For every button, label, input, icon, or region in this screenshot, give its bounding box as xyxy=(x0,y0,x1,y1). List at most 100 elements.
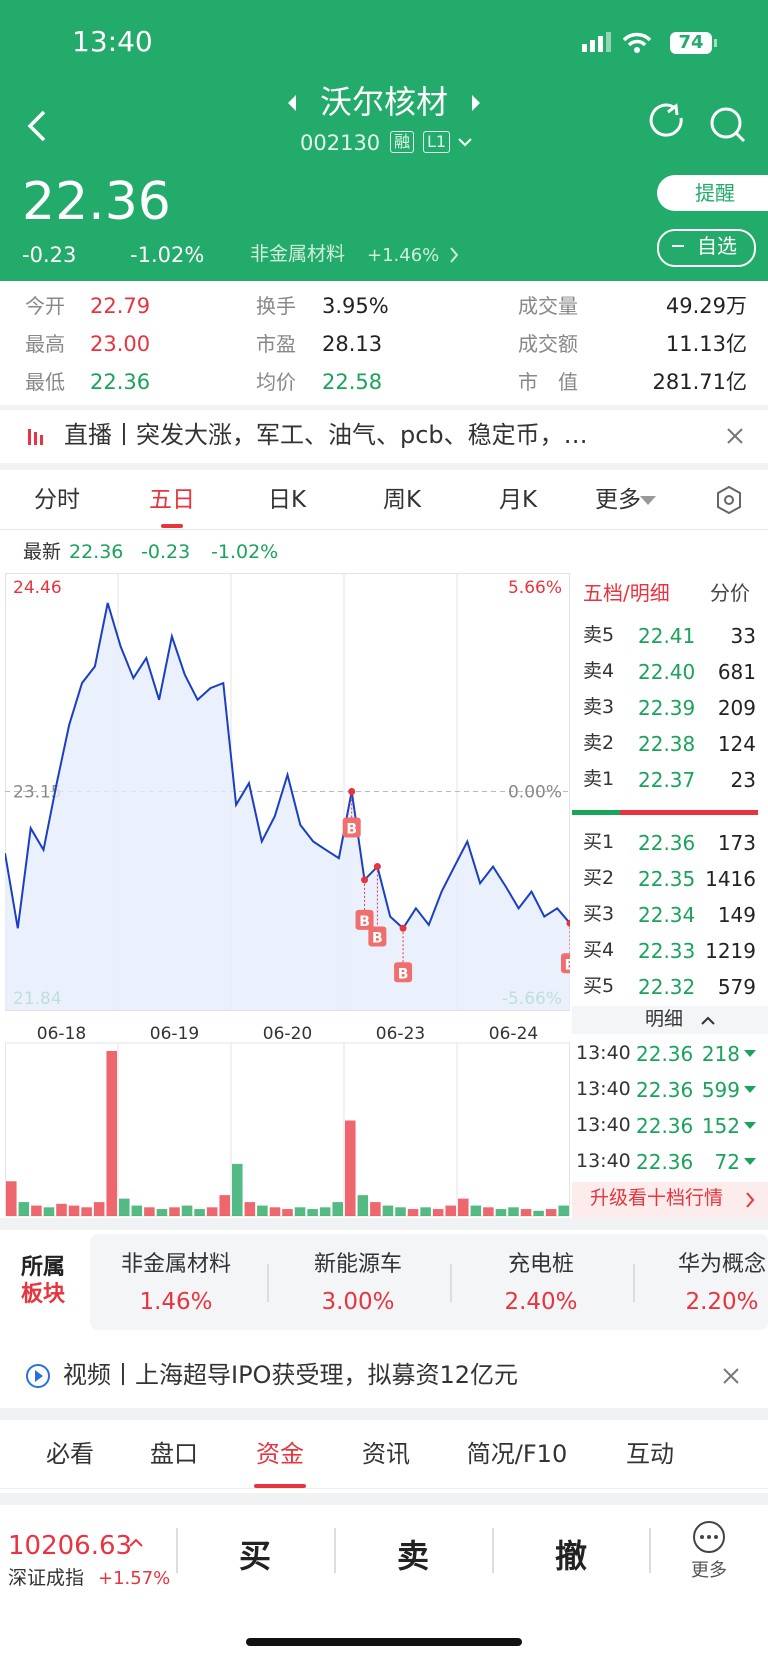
period-tab[interactable]: 月K xyxy=(498,487,538,513)
stat-value: 23.00 xyxy=(90,332,151,356)
trade-dot xyxy=(566,919,570,927)
level-label: 卖4 xyxy=(583,660,615,682)
sector-change[interactable]: 2.20% xyxy=(685,1289,759,1315)
trade-button[interactable]: 撤 xyxy=(554,1537,587,1575)
sector-change[interactable]: 2.40% xyxy=(504,1289,578,1315)
y-tick-label: 23.15 xyxy=(13,783,62,803)
trade-button[interactable]: 买 xyxy=(238,1537,271,1575)
stock-title: 沃尔核材 xyxy=(319,83,448,121)
volume-bar xyxy=(257,1205,268,1216)
trade-volume: 72 xyxy=(714,1150,740,1174)
header-bg xyxy=(0,0,768,281)
alert-label[interactable]: 提醒 xyxy=(695,181,735,205)
level-price: 22.40 xyxy=(638,660,696,684)
volume-bar xyxy=(31,1205,42,1216)
period-tab[interactable]: 日K xyxy=(267,487,307,513)
level-volume: 1219 xyxy=(705,939,756,963)
detail-tab[interactable]: 互动 xyxy=(626,1440,674,1468)
x-tick-label: 06-23 xyxy=(376,1024,425,1044)
volume-bar xyxy=(357,1195,369,1216)
trade-time: 13:40 xyxy=(576,1042,631,1064)
price-chart: 06-1806-1906-2006-2306-2421.84-5.66%23.1… xyxy=(5,573,570,1217)
sector-change[interactable]: 1.46% xyxy=(139,1289,213,1315)
orderbook-tab[interactable]: 分价 xyxy=(710,581,750,605)
index-change: +1.57% xyxy=(98,1568,171,1589)
upgrade-link[interactable]: 升级看十档行情 xyxy=(590,1187,724,1209)
volume-bar xyxy=(458,1198,469,1216)
volume-bar xyxy=(533,1210,544,1216)
period-tab[interactable]: 更多 xyxy=(595,487,641,513)
volume-bar xyxy=(93,1202,105,1216)
sector-name[interactable]: 非金属材料 xyxy=(120,1252,231,1277)
lower-decor xyxy=(0,1218,768,1646)
stat-label: 均价 xyxy=(256,370,296,394)
watch-label[interactable]: 自选 xyxy=(697,234,737,258)
more-button[interactable]: 更多 xyxy=(691,1560,727,1581)
stat-value: 281.71亿 xyxy=(652,370,747,394)
level-price: 22.39 xyxy=(638,696,696,720)
sector-change[interactable]: 3.00% xyxy=(321,1289,395,1315)
header-icons xyxy=(27,32,746,263)
period-tab[interactable]: 分时 xyxy=(34,487,80,513)
detail-label[interactable]: 明细 xyxy=(645,1008,684,1030)
volume-bar xyxy=(370,1202,381,1216)
volume-bar xyxy=(545,1209,557,1216)
trade-volume: 599 xyxy=(701,1078,740,1102)
level-price: 22.34 xyxy=(638,903,696,927)
level-price: 22.41 xyxy=(638,624,696,648)
latest-pct: -1.02% xyxy=(211,541,279,563)
latest-label: 最新 xyxy=(23,541,62,563)
x-tick-label: 06-18 xyxy=(37,1024,86,1044)
sector-name[interactable]: 新能源车 xyxy=(313,1252,402,1277)
volume-bar xyxy=(319,1207,331,1216)
volume-bar xyxy=(206,1207,218,1216)
period-tab[interactable]: 五日 xyxy=(149,487,195,513)
alert-button[interactable] xyxy=(657,175,768,211)
volume-bar xyxy=(445,1205,456,1216)
latest-price: 22.36 xyxy=(69,541,124,563)
level-volume: 124 xyxy=(717,732,756,756)
sector-name: 非金属材料 xyxy=(250,243,346,265)
trade-volume: 218 xyxy=(701,1042,740,1066)
stat-label: 市 值 xyxy=(518,370,578,394)
marker-box xyxy=(561,953,570,974)
volume-bar xyxy=(81,1207,92,1216)
level-volume: 33 xyxy=(730,624,756,648)
marker-box xyxy=(342,817,361,838)
watch-button[interactable] xyxy=(657,229,756,267)
volume-bar xyxy=(244,1202,256,1216)
detail-tab[interactable]: 必看 xyxy=(46,1440,94,1468)
sector-name[interactable]: 充电桩 xyxy=(507,1252,574,1277)
volume-bar xyxy=(56,1203,67,1216)
level-label: 卖2 xyxy=(583,732,615,754)
volume-bar xyxy=(269,1207,281,1216)
level-volume: 23 xyxy=(730,768,756,792)
news-ticker[interactable]: 直播丨突发大涨，军工、油气、pcb、稳定币，… xyxy=(64,421,588,449)
volume-bar xyxy=(169,1207,180,1216)
status-time: 13:40 xyxy=(72,25,153,58)
period-tab[interactable]: 周K xyxy=(382,487,422,513)
trade-button[interactable]: 卖 xyxy=(396,1537,429,1575)
detail-tab[interactable]: 资讯 xyxy=(362,1440,410,1468)
level-label: 买4 xyxy=(583,939,615,961)
trade-marker: B xyxy=(359,914,370,930)
volume-bar xyxy=(332,1202,343,1216)
detail-tab[interactable]: 盘口 xyxy=(150,1440,198,1468)
detail-tab[interactable]: 简况/F10 xyxy=(466,1440,568,1468)
trade-marker: B xyxy=(565,957,570,973)
stat-value: 11.13亿 xyxy=(665,332,747,356)
level-label: 买1 xyxy=(583,831,615,853)
detail-tab[interactable]: 资金 xyxy=(256,1440,304,1468)
stat-value: 3.95% xyxy=(322,294,389,318)
price-area xyxy=(5,603,570,1010)
trade-marker: B xyxy=(372,931,383,947)
video-news[interactable]: 视频丨上海超导IPO获受理，拟募资12亿元 xyxy=(63,1361,518,1389)
volume-frame xyxy=(5,1042,570,1217)
orderbook-tab[interactable]: 五档/明细 xyxy=(583,581,670,605)
index-value: 10206.63 xyxy=(8,1531,133,1561)
sector-name[interactable]: 华为概念 xyxy=(677,1252,766,1277)
stock-code: 002130 xyxy=(300,131,381,155)
stat-label: 最低 xyxy=(25,370,65,394)
level-price: 22.37 xyxy=(638,768,696,792)
level-label: 卖1 xyxy=(583,768,615,790)
